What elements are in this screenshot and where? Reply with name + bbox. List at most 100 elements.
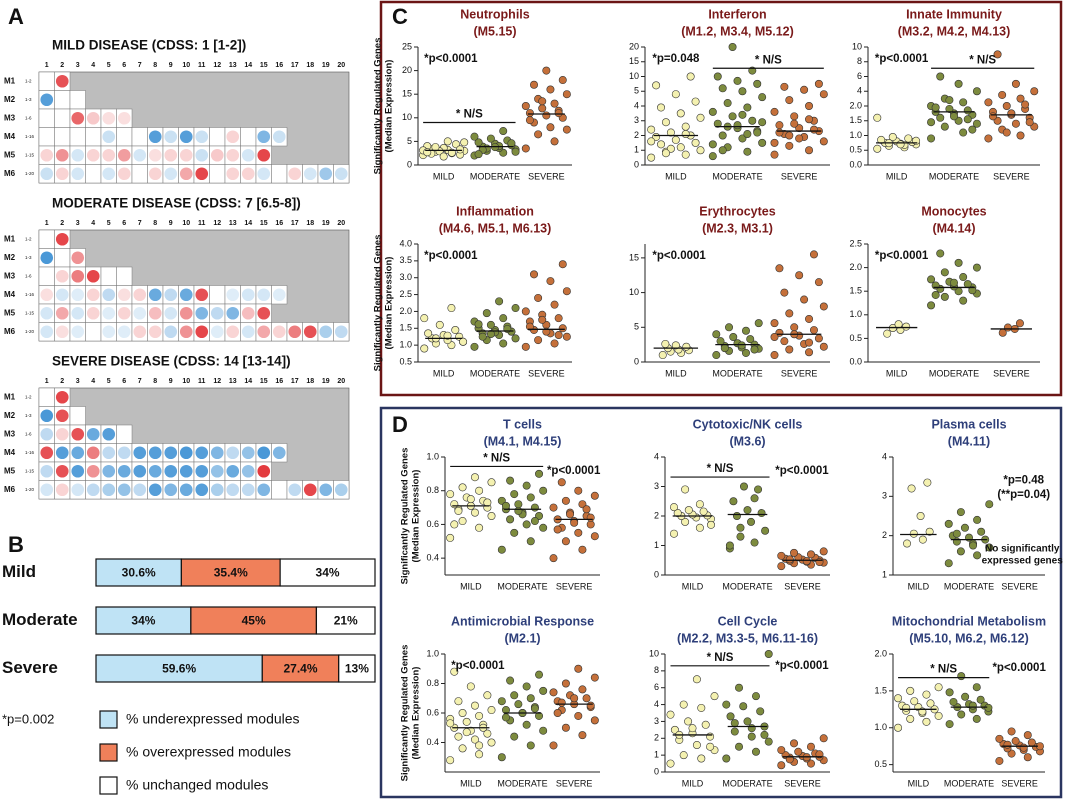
map-spot [40,427,54,441]
map-spot [133,167,146,180]
map-spot [226,148,240,162]
map-spot [179,306,193,320]
dot [785,345,794,354]
dot [483,729,492,738]
map-column-label: 6 [122,62,126,69]
dot [535,670,544,679]
panel-title: Mitochondrial Metabolism [892,614,1046,628]
map-spot [133,483,147,497]
dot [934,711,943,720]
dot [590,673,599,682]
map-spot [226,446,240,460]
map-spot [241,325,255,339]
dot [566,510,575,519]
y-axis-label: (Median Expression) [384,257,395,350]
dot [695,500,704,509]
map-spot [55,74,69,88]
dot [814,79,823,88]
map-column-label: 2 [60,378,64,385]
dot [446,533,455,542]
legend-label: % unchanged modules [126,777,268,793]
map-spot [55,483,69,497]
map-spot [56,112,69,125]
dot [902,322,911,331]
dot [809,250,818,259]
map-column-label: 1 [45,220,49,227]
map-spot [257,325,271,339]
dot [903,539,912,548]
x-tick-label: MODERATE [470,171,520,181]
map-column-label: 12 [213,220,221,227]
dot [521,342,530,351]
dot [764,649,773,658]
map-spot [102,427,116,441]
dot [750,494,759,503]
dot [918,535,927,544]
dot [873,113,882,122]
map-row-label: M1 [4,392,16,401]
dot [673,509,682,518]
y-tick-label: 1 [654,750,659,760]
map-spot [133,130,146,143]
dot [746,335,755,344]
map-spot [179,325,193,339]
dot [510,732,519,741]
map-spot [71,111,85,125]
map-spot [55,427,69,441]
y-tick-label: 2.0 [849,100,862,110]
dot [487,706,496,715]
dot [750,538,759,547]
bar-segment [261,654,340,683]
map-column-label: 9 [169,220,173,227]
dot [446,490,455,499]
dot [1003,740,1012,749]
dot [578,731,587,740]
map-spot [102,130,116,144]
map-spot [179,167,193,181]
dot [959,98,968,107]
dot [732,511,741,520]
legend-swatch [99,743,118,762]
map-spot [303,167,317,181]
value-label: 30.6% [122,566,156,580]
map-spot [40,112,53,125]
dot [1007,109,1016,118]
map-spot [288,325,302,339]
dot [751,692,760,701]
dot [570,518,579,527]
dot [785,555,794,564]
dot [760,730,769,739]
map-spot [40,148,54,162]
map-spot [117,111,131,125]
dot [995,734,1004,743]
map-column-label: 15 [260,378,268,385]
dot [790,119,799,128]
dot [795,124,804,133]
dot [706,520,715,529]
panel-subtitle: (M3.6) [729,434,765,448]
map-spot [273,167,286,180]
dot [511,334,520,343]
dot [578,685,587,694]
dot [708,140,717,149]
dot [739,702,748,711]
dot [510,528,519,537]
y-tick-label: 0.8 [426,678,439,688]
panel-subtitle: (M4.14) [932,221,975,235]
y-tick-label: 15 [629,56,639,66]
bar-segment [338,654,376,683]
dot [1002,102,1011,111]
dot [758,118,767,127]
map-spot [210,325,224,339]
panel-title: Cytotoxic/NK cells [693,417,803,431]
dot [757,509,766,518]
y-tick-label: 10 [402,112,412,122]
map-row-range: 1-20 [25,329,35,334]
map-spot [334,483,348,497]
dot [902,703,911,712]
panel-title: Erythrocytes [699,204,775,218]
map-spot [195,130,209,144]
dot [450,500,459,509]
map-spot [71,269,85,283]
category-label: Mild [2,562,36,581]
